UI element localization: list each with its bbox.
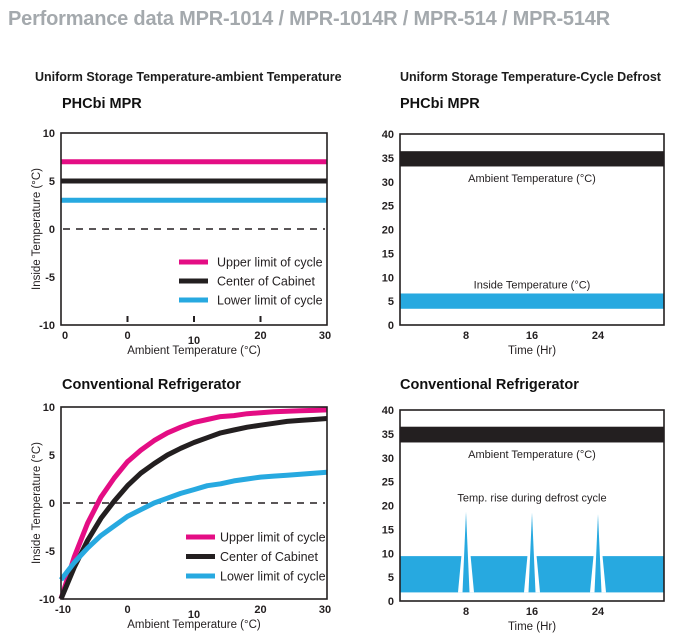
section-title-uniform-ambient: Uniform Storage Temperature-ambient Temp… (35, 70, 342, 84)
y-tick-label: 5 (388, 572, 394, 584)
band-label-ambient-temperature-c: Ambient Temperature (°C) (468, 173, 596, 185)
x-axis-title: Ambient Temperature (°C) (127, 345, 261, 357)
y-tick-label: 0 (49, 498, 55, 510)
defrost-spike-shape (462, 511, 470, 593)
legend-label-upper-limit-of-cycle: Upper limit of cycle (220, 531, 326, 545)
y-tick-label: 25 (382, 201, 394, 213)
chart-subtitle-conventional-left: Conventional Refrigerator (62, 377, 241, 393)
y-tick-label: 40 (382, 405, 394, 417)
annotation-label: Temp. rise during defrost cycle (457, 493, 606, 505)
x-tick-label: 20 (254, 604, 266, 616)
band-ambient-temperature-c (400, 426, 664, 443)
band-ambient-temperature-c (400, 151, 664, 167)
band-label-ambient-temperature-c: Ambient Temperature (°C) (468, 449, 596, 461)
chart-uniform-storage-ambient-phcbi: 10 5 0 -5 -10 0 0 10 20 30 Ambient Temperature (°C… (31, 128, 331, 357)
x-tick-label: 30 (319, 604, 331, 616)
y-tick-label: 0 (388, 320, 394, 332)
y-tick-label: 10 (382, 272, 394, 284)
chart-uniform-storage-ambient-conventional: 10 5 0 -5 -10-10 0 10 20 30 Ambient Temperature (… (31, 402, 331, 631)
page-title: Performance data MPR-1014 / MPR-1014R / … (8, 8, 610, 30)
defrost-spike-shape (594, 514, 602, 593)
y-tick-label: 30 (382, 177, 394, 189)
x-tick-label: 24 (592, 330, 605, 342)
band-inside-temperature-c (400, 293, 664, 309)
y-tick-label: 5 (49, 176, 55, 188)
x-tick-label: 0 (62, 330, 68, 342)
series-curve-upper-limit-of-cycle (58, 407, 328, 600)
x-tick-label: 30 (319, 330, 331, 342)
chart-cycle-defrost-phcbi: 40 35 30 25 20 15 10 5 0 8 16 24 Time (Hr) Ambient Te… (382, 129, 665, 357)
plot-border (60, 406, 328, 600)
legend-label-upper-limit-of-cycle: Upper limit of cycle (217, 256, 323, 270)
x-axis-title: Ambient Temperature (°C) (127, 619, 261, 631)
y-tick-label: -10 (39, 594, 55, 606)
y-tick-label: 15 (382, 248, 394, 260)
plot-border (399, 133, 665, 326)
x-tick-label: 10 (188, 335, 200, 347)
x-tick-label: 16 (526, 330, 538, 342)
legend-label-lower-limit-of-cycle: Lower limit of cycle (217, 294, 323, 308)
y-tick-label: 5 (388, 296, 394, 308)
x-axis-title: Time (Hr) (508, 621, 556, 633)
x-tick-label: 8 (463, 606, 469, 618)
chart-subtitle-phcbi-mpr-right: PHCbi MPR (400, 96, 480, 112)
chart-subtitle-phcbi-mpr-left: PHCbi MPR (62, 96, 142, 112)
y-tick-label: 40 (382, 129, 394, 141)
y-axis-title: Inside Temperature (°C) (31, 442, 43, 564)
y-tick-label: 10 (43, 402, 55, 414)
x-tick-label: 10 (188, 609, 200, 621)
y-tick-label: 25 (382, 477, 394, 489)
y-tick-label: 15 (382, 524, 394, 536)
x-tick-label: -10 (55, 604, 71, 616)
x-tick-label: 8 (463, 330, 469, 342)
series-curve-center-of-cabinet (58, 416, 328, 600)
x-tick-label: 24 (592, 606, 605, 618)
band-label-inside-temperature-c: Inside Temperature (°C) (474, 280, 591, 292)
y-tick-label: 30 (382, 453, 394, 465)
section-title-cycle-defrost: Uniform Storage Temperature-Cycle Defros… (400, 70, 661, 84)
x-tick-label: 16 (526, 606, 538, 618)
x-tick-label: 0 (124, 604, 130, 616)
defrost-spike-shape (528, 512, 536, 593)
y-tick-label: 20 (382, 225, 394, 237)
y-tick-label: 0 (49, 224, 55, 236)
x-tick-label: 0 (124, 330, 130, 342)
y-tick-label: 35 (382, 153, 394, 165)
y-tick-label: 10 (382, 548, 394, 560)
y-tick-label: 5 (49, 450, 55, 462)
chart-cycle-defrost-conventional: 40 35 30 25 20 15 10 5 0 8 16 24 Time (Hr) Ambient Te… (382, 405, 665, 633)
y-tick-label: 0 (388, 596, 394, 608)
y-tick-label: 20 (382, 501, 394, 513)
plot-border (60, 132, 328, 326)
y-tick-label: -5 (45, 272, 55, 284)
y-axis-title: Inside Temperature (°C) (31, 168, 43, 290)
y-tick-label: 10 (43, 128, 55, 140)
legend-label-lower-limit-of-cycle: Lower limit of cycle (220, 570, 326, 584)
y-tick-label: 35 (382, 429, 394, 441)
x-tick-label: 20 (254, 330, 266, 342)
plot-border (399, 409, 665, 602)
series-curve-lower-limit-of-cycle (59, 469, 328, 582)
x-axis-title: Time (Hr) (508, 345, 556, 357)
y-tick-label: -5 (45, 546, 55, 558)
chart-subtitle-conventional-right: Conventional Refrigerator (400, 377, 579, 393)
y-tick-label: -10 (39, 320, 55, 332)
legend-label-center-of-cabinet: Center of Cabinet (217, 275, 316, 289)
legend-label-center-of-cabinet: Center of Cabinet (220, 550, 319, 564)
